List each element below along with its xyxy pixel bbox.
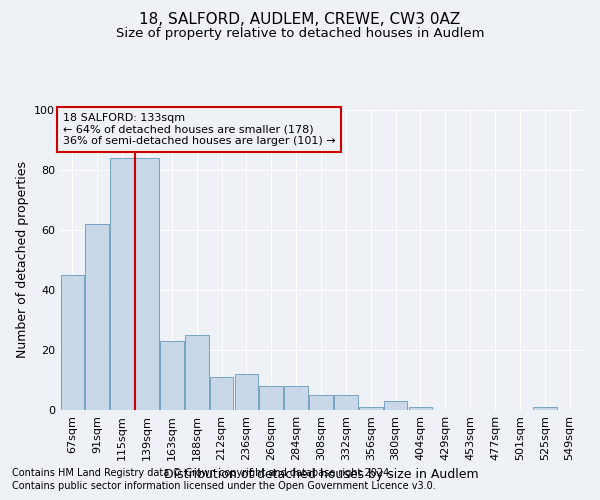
Bar <box>235 374 258 410</box>
Y-axis label: Number of detached properties: Number of detached properties <box>16 162 29 358</box>
Bar <box>359 407 383 410</box>
Bar <box>259 386 283 410</box>
Bar <box>110 158 134 410</box>
Bar <box>384 401 407 410</box>
Bar <box>309 395 333 410</box>
Bar <box>533 407 557 410</box>
Text: 18, SALFORD, AUDLEM, CREWE, CW3 0AZ: 18, SALFORD, AUDLEM, CREWE, CW3 0AZ <box>139 12 461 28</box>
Text: 18 SALFORD: 133sqm
← 64% of detached houses are smaller (178)
36% of semi-detach: 18 SALFORD: 133sqm ← 64% of detached hou… <box>62 113 335 146</box>
Text: Contains HM Land Registry data © Crown copyright and database right 2024.: Contains HM Land Registry data © Crown c… <box>12 468 392 477</box>
Bar <box>61 275 84 410</box>
Bar <box>284 386 308 410</box>
Bar <box>409 407 432 410</box>
Bar <box>135 158 159 410</box>
Text: Size of property relative to detached houses in Audlem: Size of property relative to detached ho… <box>116 28 484 40</box>
Bar <box>210 377 233 410</box>
Bar <box>160 341 184 410</box>
Bar <box>185 335 209 410</box>
X-axis label: Distribution of detached houses by size in Audlem: Distribution of detached houses by size … <box>164 468 478 481</box>
Text: Contains public sector information licensed under the Open Government Licence v3: Contains public sector information licen… <box>12 481 436 491</box>
Bar <box>85 224 109 410</box>
Bar <box>334 395 358 410</box>
